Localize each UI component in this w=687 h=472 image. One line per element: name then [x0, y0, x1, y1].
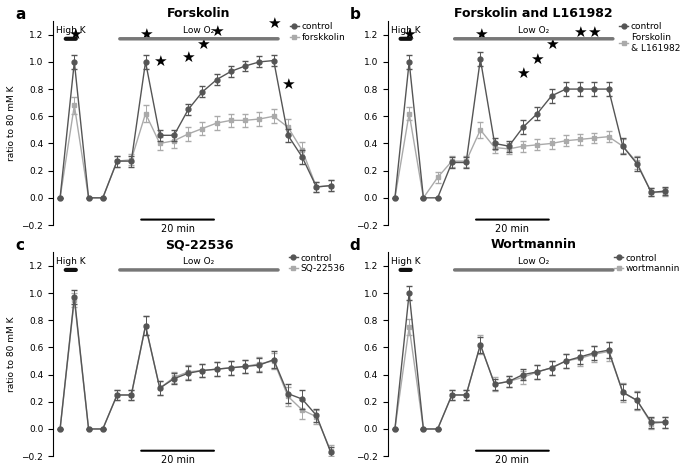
Text: Low O₂: Low O₂	[518, 257, 550, 266]
Text: ★: ★	[267, 16, 280, 31]
Title: Forskolin and L161982: Forskolin and L161982	[455, 7, 613, 20]
Text: c: c	[15, 238, 24, 253]
Text: Low O₂: Low O₂	[183, 257, 214, 266]
Text: High K: High K	[56, 25, 86, 35]
Text: d: d	[350, 238, 361, 253]
Y-axis label: ratio to 80 mM K: ratio to 80 mM K	[7, 316, 16, 392]
Text: ★: ★	[403, 26, 416, 42]
Text: High K: High K	[56, 257, 86, 266]
Text: b: b	[350, 7, 361, 22]
Text: 20 min: 20 min	[495, 224, 530, 234]
Text: a: a	[15, 7, 25, 22]
Text: ★: ★	[573, 25, 587, 40]
Text: ★: ★	[67, 26, 81, 42]
Legend: control, wortmannin: control, wortmannin	[613, 253, 681, 274]
Legend: control, SQ-22536: control, SQ-22536	[288, 253, 346, 274]
Legend: control, forskkolin: control, forskkolin	[289, 22, 346, 43]
Text: 20 min: 20 min	[495, 455, 530, 465]
Y-axis label: ratio to 80 mM K: ratio to 80 mM K	[7, 85, 16, 161]
Text: ★: ★	[587, 25, 601, 40]
Text: ★: ★	[139, 26, 153, 42]
Text: ★: ★	[281, 77, 295, 92]
Text: ★: ★	[153, 54, 166, 69]
Text: ★: ★	[473, 26, 487, 42]
Text: ★: ★	[516, 66, 530, 81]
Text: High K: High K	[391, 257, 420, 266]
Text: ★: ★	[181, 50, 195, 65]
Text: High K: High K	[391, 25, 420, 35]
Text: ★: ★	[196, 37, 210, 52]
Text: ★: ★	[210, 24, 223, 39]
Text: 20 min: 20 min	[161, 224, 194, 234]
Text: Low O₂: Low O₂	[518, 25, 550, 35]
Title: Wortmannin: Wortmannin	[491, 238, 577, 251]
Legend: control, Forskolin
& L161982: control, Forskolin & L161982	[618, 22, 681, 53]
Text: ★: ★	[545, 37, 559, 52]
Title: SQ-22536: SQ-22536	[165, 238, 233, 251]
Text: Low O₂: Low O₂	[183, 25, 214, 35]
Title: Forskolin: Forskolin	[167, 7, 231, 20]
Text: 20 min: 20 min	[161, 455, 194, 465]
Text: ★: ★	[530, 52, 544, 67]
